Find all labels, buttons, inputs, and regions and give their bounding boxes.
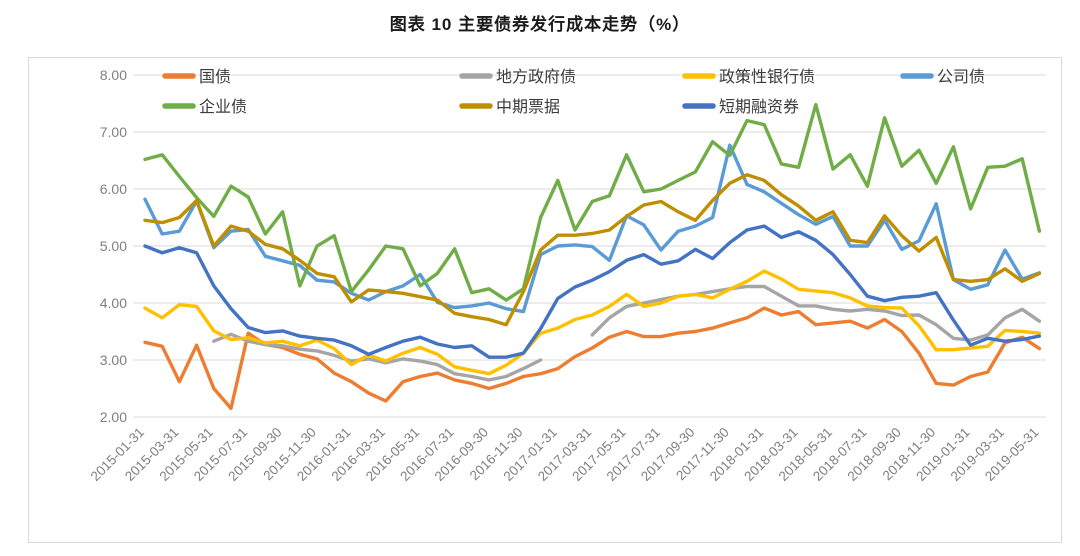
x-axis-tick-labels: 2015-01-312015-03-312015-05-312015-07-31… [88, 425, 1042, 484]
legend-label-scp: 短期融资券 [719, 98, 799, 116]
legend-item-scp: 短期融资券 [682, 98, 799, 116]
legend-label-policy-bank: 政策性银行债 [719, 68, 815, 86]
y-tick-label: 3.00 [100, 352, 127, 368]
series-line-mtn [143, 173, 1042, 327]
legend-label-mtn: 中期票据 [496, 98, 560, 116]
y-tick-label: 4.00 [100, 295, 127, 311]
series-line-corporate [143, 143, 1042, 314]
y-axis-tick-labels: 8.00 7.00 6.00 5.00 4.00 3.00 2.00 [100, 67, 127, 425]
series-line-policy-bank [143, 269, 1042, 376]
y-tick-label: 7.00 [100, 124, 127, 140]
series-line-enterprise [143, 102, 1042, 302]
legend-label-local-gov: 地方政府债 [496, 68, 576, 86]
legend-item-treasury: 国债 [162, 68, 231, 86]
legend-item-corporate: 公司债 [900, 68, 985, 86]
y-tick-label: 5.00 [100, 238, 127, 254]
y-tick-label: 2.00 [100, 409, 127, 425]
legend-item-policy-bank: 政策性银行债 [682, 68, 815, 86]
series-line-scp [143, 224, 1042, 359]
legend-item-local-gov: 地方政府债 [459, 68, 576, 86]
legend-item-enterprise: 企业债 [162, 98, 247, 116]
gridlines [133, 74, 1046, 418]
series-lines [143, 102, 1042, 411]
legend-label-corporate: 公司债 [937, 68, 985, 86]
y-tick-label: 8.00 [100, 67, 127, 83]
series-line-treasury [143, 306, 1042, 411]
legend-item-mtn: 中期票据 [459, 98, 560, 116]
page-title: 图表 10 主要债券发行成本走势（%） [389, 15, 691, 34]
legend-label-enterprise: 企业债 [199, 98, 247, 116]
y-tick-label: 6.00 [100, 181, 127, 197]
legend-label-treasury: 国债 [199, 68, 231, 86]
